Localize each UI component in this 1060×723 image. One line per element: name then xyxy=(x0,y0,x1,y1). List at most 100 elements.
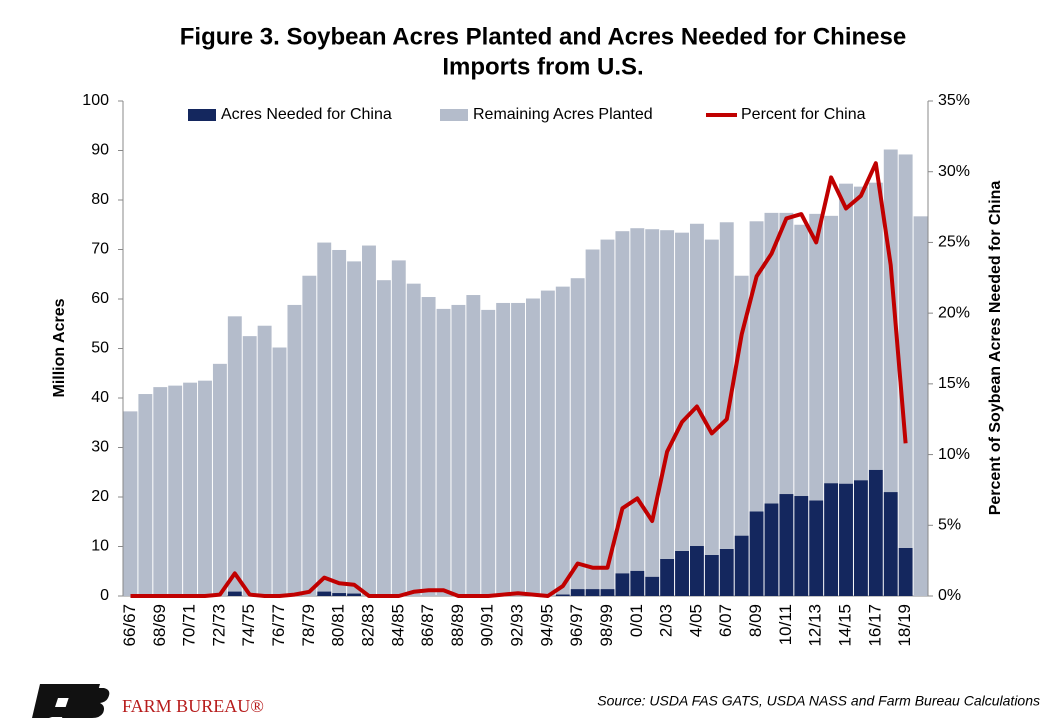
line xyxy=(130,161,908,598)
y-tick-label: 20 xyxy=(91,488,109,505)
bar xyxy=(347,593,362,596)
y-tick-label: 70 xyxy=(91,241,109,258)
y-tick-label: 10 xyxy=(91,538,109,555)
bar xyxy=(675,550,689,596)
y-tick-label: 90 xyxy=(91,142,109,159)
x-tick-label: 6/07 xyxy=(716,604,735,637)
bar xyxy=(362,245,376,597)
bar xyxy=(332,249,347,594)
bar xyxy=(749,511,764,596)
bar xyxy=(555,286,570,595)
x-tick-label: 68/69 xyxy=(150,604,169,647)
y-tick-label: 30 xyxy=(91,439,109,456)
x-tick-label: 78/79 xyxy=(299,604,318,647)
bar xyxy=(704,554,719,596)
bar xyxy=(227,316,242,592)
bar xyxy=(421,297,436,596)
y2-axis-title: Percent of Soybean Acres Needed for Chin… xyxy=(987,181,1004,516)
x-tick-label: 66/67 xyxy=(120,604,139,647)
bar xyxy=(704,239,719,555)
bar xyxy=(466,295,481,596)
y-tick-label: 0 xyxy=(100,587,109,604)
legend-swatch xyxy=(188,109,216,121)
bar xyxy=(511,302,525,596)
x-tick-label: 86/87 xyxy=(418,604,437,647)
bar xyxy=(734,535,749,596)
bar xyxy=(839,483,853,596)
chart-title: Figure 3. Soybean Acres Planted and Acre… xyxy=(180,23,906,50)
bar xyxy=(660,230,675,559)
y-tick-label: 50 xyxy=(91,340,109,357)
bar xyxy=(824,215,839,484)
y-tick-label: 80 xyxy=(91,191,109,208)
y2-tick-label: 15% xyxy=(938,375,970,392)
bar xyxy=(853,186,868,481)
x-tick-label: 94/95 xyxy=(537,604,556,647)
y2-tick-label: 10% xyxy=(938,446,970,463)
bar xyxy=(287,304,302,596)
bar xyxy=(615,573,630,596)
bar xyxy=(183,382,198,596)
legend-label: Percent for China xyxy=(741,106,866,123)
bar xyxy=(794,224,809,497)
bar xyxy=(317,591,332,596)
source-note: Source: USDA FAS GATS, USDA NASS and Far… xyxy=(597,693,1040,709)
bar xyxy=(212,363,227,596)
bar xyxy=(719,222,734,549)
logo-text: FARM BUREAU® xyxy=(122,696,264,716)
x-tick-label: 84/85 xyxy=(388,604,407,647)
bar xyxy=(809,500,824,596)
bar xyxy=(317,242,332,592)
bar xyxy=(913,216,928,596)
bar xyxy=(272,347,287,596)
bar xyxy=(496,302,511,596)
bar xyxy=(689,223,704,547)
bar xyxy=(779,494,794,596)
bar xyxy=(406,283,421,596)
x-tick-label: 10/11 xyxy=(776,604,795,645)
bar xyxy=(868,469,883,596)
bar xyxy=(794,496,809,596)
bar xyxy=(615,231,630,574)
bar xyxy=(734,275,749,536)
legend-label: Remaining Acres Planted xyxy=(473,106,653,123)
x-tick-label: 18/19 xyxy=(895,604,914,647)
x-tick-label: 2/03 xyxy=(657,604,676,637)
x-tick-label: 90/91 xyxy=(478,604,497,647)
x-tick-label: 82/83 xyxy=(358,604,377,647)
bar xyxy=(227,591,242,596)
bar xyxy=(347,261,362,594)
y-tick-label: 100 xyxy=(82,92,109,109)
bar xyxy=(391,260,406,596)
bar xyxy=(123,411,138,596)
x-tick-label: 72/73 xyxy=(209,604,228,647)
bar xyxy=(645,576,660,596)
bar xyxy=(570,589,585,596)
bar xyxy=(138,394,153,596)
bar xyxy=(809,213,824,501)
bar xyxy=(585,589,600,596)
x-tick-label: 14/15 xyxy=(835,604,854,647)
y2-tick-label: 30% xyxy=(938,163,970,180)
bar xyxy=(689,546,704,596)
bar xyxy=(645,229,660,577)
bar xyxy=(332,593,347,596)
chart-title: Imports from U.S. xyxy=(442,53,643,80)
bar xyxy=(839,183,853,484)
legend-label: Acres Needed for China xyxy=(221,106,392,123)
y-axis-title: Million Acres xyxy=(51,298,68,397)
bar xyxy=(600,239,615,590)
x-tick-label: 80/81 xyxy=(329,604,348,647)
x-tick-label: 12/13 xyxy=(806,604,825,647)
bar xyxy=(824,483,839,596)
logo-mark xyxy=(32,684,110,718)
x-tick-label: 4/05 xyxy=(686,604,705,637)
bar xyxy=(898,154,913,548)
bar xyxy=(540,290,555,596)
legend-swatch xyxy=(440,109,468,121)
y2-tick-label: 25% xyxy=(938,234,970,251)
x-tick-label: 98/99 xyxy=(597,604,616,647)
bar xyxy=(168,385,183,596)
x-tick-label: 0/01 xyxy=(627,604,646,637)
